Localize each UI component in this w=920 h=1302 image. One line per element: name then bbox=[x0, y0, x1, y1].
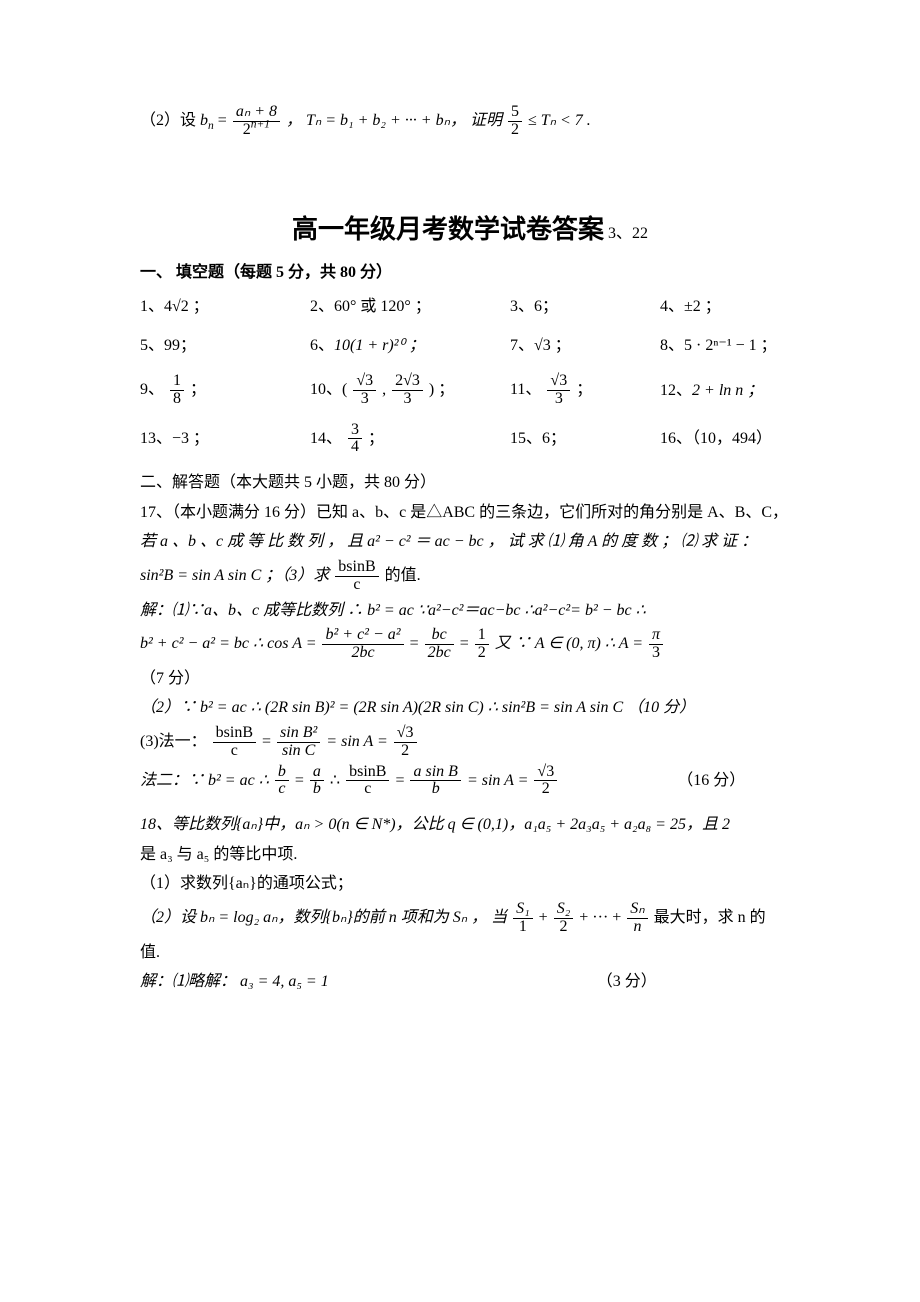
q18-part1: （1）求数列{aₙ}的通项公式； bbox=[140, 871, 800, 897]
q17-sol1a: 解：⑴∵a、b、c 成等比数列 ∴ b² = ac ∵a²−c²＝ac−bc ∴… bbox=[140, 598, 800, 624]
blank-9: 9、 18 ； bbox=[140, 373, 310, 408]
q17-sol3-score: （16 分） bbox=[677, 772, 745, 789]
q17-sol1b: b² + c² − a² = bc ∴ cos A = b² + c² − a²… bbox=[140, 627, 800, 662]
blanks-row-1: 1、4√2 ； 2、60° 或 120° ； 3、6； 4、±2 ； bbox=[140, 294, 800, 320]
blank-14: 14、 34 ； bbox=[310, 422, 510, 457]
blanks-row-3: 9、 18 ； 10、( √33 , 2√33 ) ； 11、 √33 ； 12… bbox=[140, 373, 800, 408]
blank-7: 7、√3 ； bbox=[510, 333, 660, 359]
title-sub: 3、22 bbox=[604, 225, 648, 242]
bound-fraction: 5 2 bbox=[508, 104, 522, 139]
q17-sol3b: 法二：∵ b² = ac ∴ bc = ab ∴ bsinBc = a sin … bbox=[140, 764, 800, 799]
q18-part2-line1: （2）设 bₙ = log₂ aₙ，数列{bₙ}的前 n 项和为 Sₙ ， 当 … bbox=[140, 901, 800, 936]
blank-16: 16、（10，494） bbox=[660, 426, 772, 452]
section-1-heading: 一、 填空题（每题 5 分，共 80 分） bbox=[140, 260, 800, 286]
bn-lhs: bn bbox=[200, 112, 214, 129]
q17-sol1-score: （7 分） bbox=[140, 666, 800, 692]
blank-5: 5、99； bbox=[140, 333, 310, 359]
blanks-row-4: 13、−3 ； 14、 34 ； 15、6； 16、（10，494） bbox=[140, 422, 800, 457]
q18-sol1: 解：⑴略解： a₃ = 4, a₅ = 1 （3 分） bbox=[140, 969, 800, 995]
blank-3: 3、6； bbox=[510, 294, 660, 320]
q17-stem-line1: 17、（本小题满分 16 分）已知 a、b、c 是△ABC 的三条边，它们所对的… bbox=[140, 500, 800, 526]
blank-1: 1、4√2 ； bbox=[140, 294, 310, 320]
blank-6: 6、10(1 + r)²⁰ ； bbox=[310, 333, 510, 359]
q18-part2-line2: 值. bbox=[140, 940, 800, 966]
problem-2-line: （2）设 bn = aₙ + 8 2n+1 ， Tₙ = b₁ + b₂ + ·… bbox=[140, 104, 800, 139]
bn-frac-den: 2n+1 bbox=[233, 122, 280, 139]
blank-10: 10、( √33 , 2√33 ) ； bbox=[310, 373, 510, 408]
blank-12: 12、2 + ln n ； bbox=[660, 378, 763, 404]
blank-4: 4、±2 ； bbox=[660, 294, 721, 320]
equals: = bbox=[218, 112, 231, 129]
q17-sol2: （2）∵ b² = ac ∴ (2R sin B)² = (2R sin A)(… bbox=[140, 695, 800, 721]
q17-stem-line3: sin²B = sin A sin C ；（3）求 bsinBc 的值. bbox=[140, 559, 800, 594]
blank-13: 13、−3 ； bbox=[140, 426, 310, 452]
q18-stem-line1: 18、等比数列{aₙ}中，aₙ > 0(n ∈ N*)，公比 q ∈ (0,1)… bbox=[140, 812, 800, 838]
bn-fraction: aₙ + 8 2n+1 bbox=[233, 104, 280, 139]
p2-prefix: （2）设 bbox=[140, 112, 196, 129]
q18-stem-line2: 是 a₃ 与 a₅ 的等比中项. bbox=[140, 842, 800, 868]
blank-11: 11、 √33 ； bbox=[510, 373, 660, 408]
blanks-row-2: 5、99； 6、10(1 + r)²⁰ ； 7、√3 ； 8、5 · 2ⁿ⁻¹ … bbox=[140, 333, 800, 359]
q18-sol1-score: （3 分） bbox=[597, 973, 657, 990]
bound-den: 2 bbox=[508, 122, 522, 139]
t-definition: ， Tₙ = b₁ + b₂ + ··· + bₙ， 证明 bbox=[286, 112, 502, 129]
title-main: 高一年级月考数学试卷答案 bbox=[292, 215, 604, 244]
bound-tail: ≤ Tₙ < 7 . bbox=[528, 112, 591, 129]
document-page: （2）设 bn = aₙ + 8 2n+1 ， Tₙ = b₁ + b₂ + ·… bbox=[0, 0, 920, 1059]
answer-title: 高一年级月考数学试卷答案 3、22 bbox=[140, 209, 800, 251]
section-2-heading: 二、解答题（本大题共 5 小题，共 80 分） bbox=[140, 470, 800, 496]
q17-sol3a: (3)法一： bsinBc = sin B²sin C = sin A = √3… bbox=[140, 725, 800, 760]
q17-stem-line2: 若 a 、b 、c 成 等 比 数 列 ， 且 a² − c² ＝ ac − b… bbox=[140, 529, 800, 555]
blank-8: 8、5 · 2ⁿ⁻¹ − 1 ； bbox=[660, 333, 777, 359]
blank-2: 2、60° 或 120° ； bbox=[310, 294, 510, 320]
bound-num: 5 bbox=[508, 104, 522, 122]
blank-15: 15、6； bbox=[510, 426, 660, 452]
